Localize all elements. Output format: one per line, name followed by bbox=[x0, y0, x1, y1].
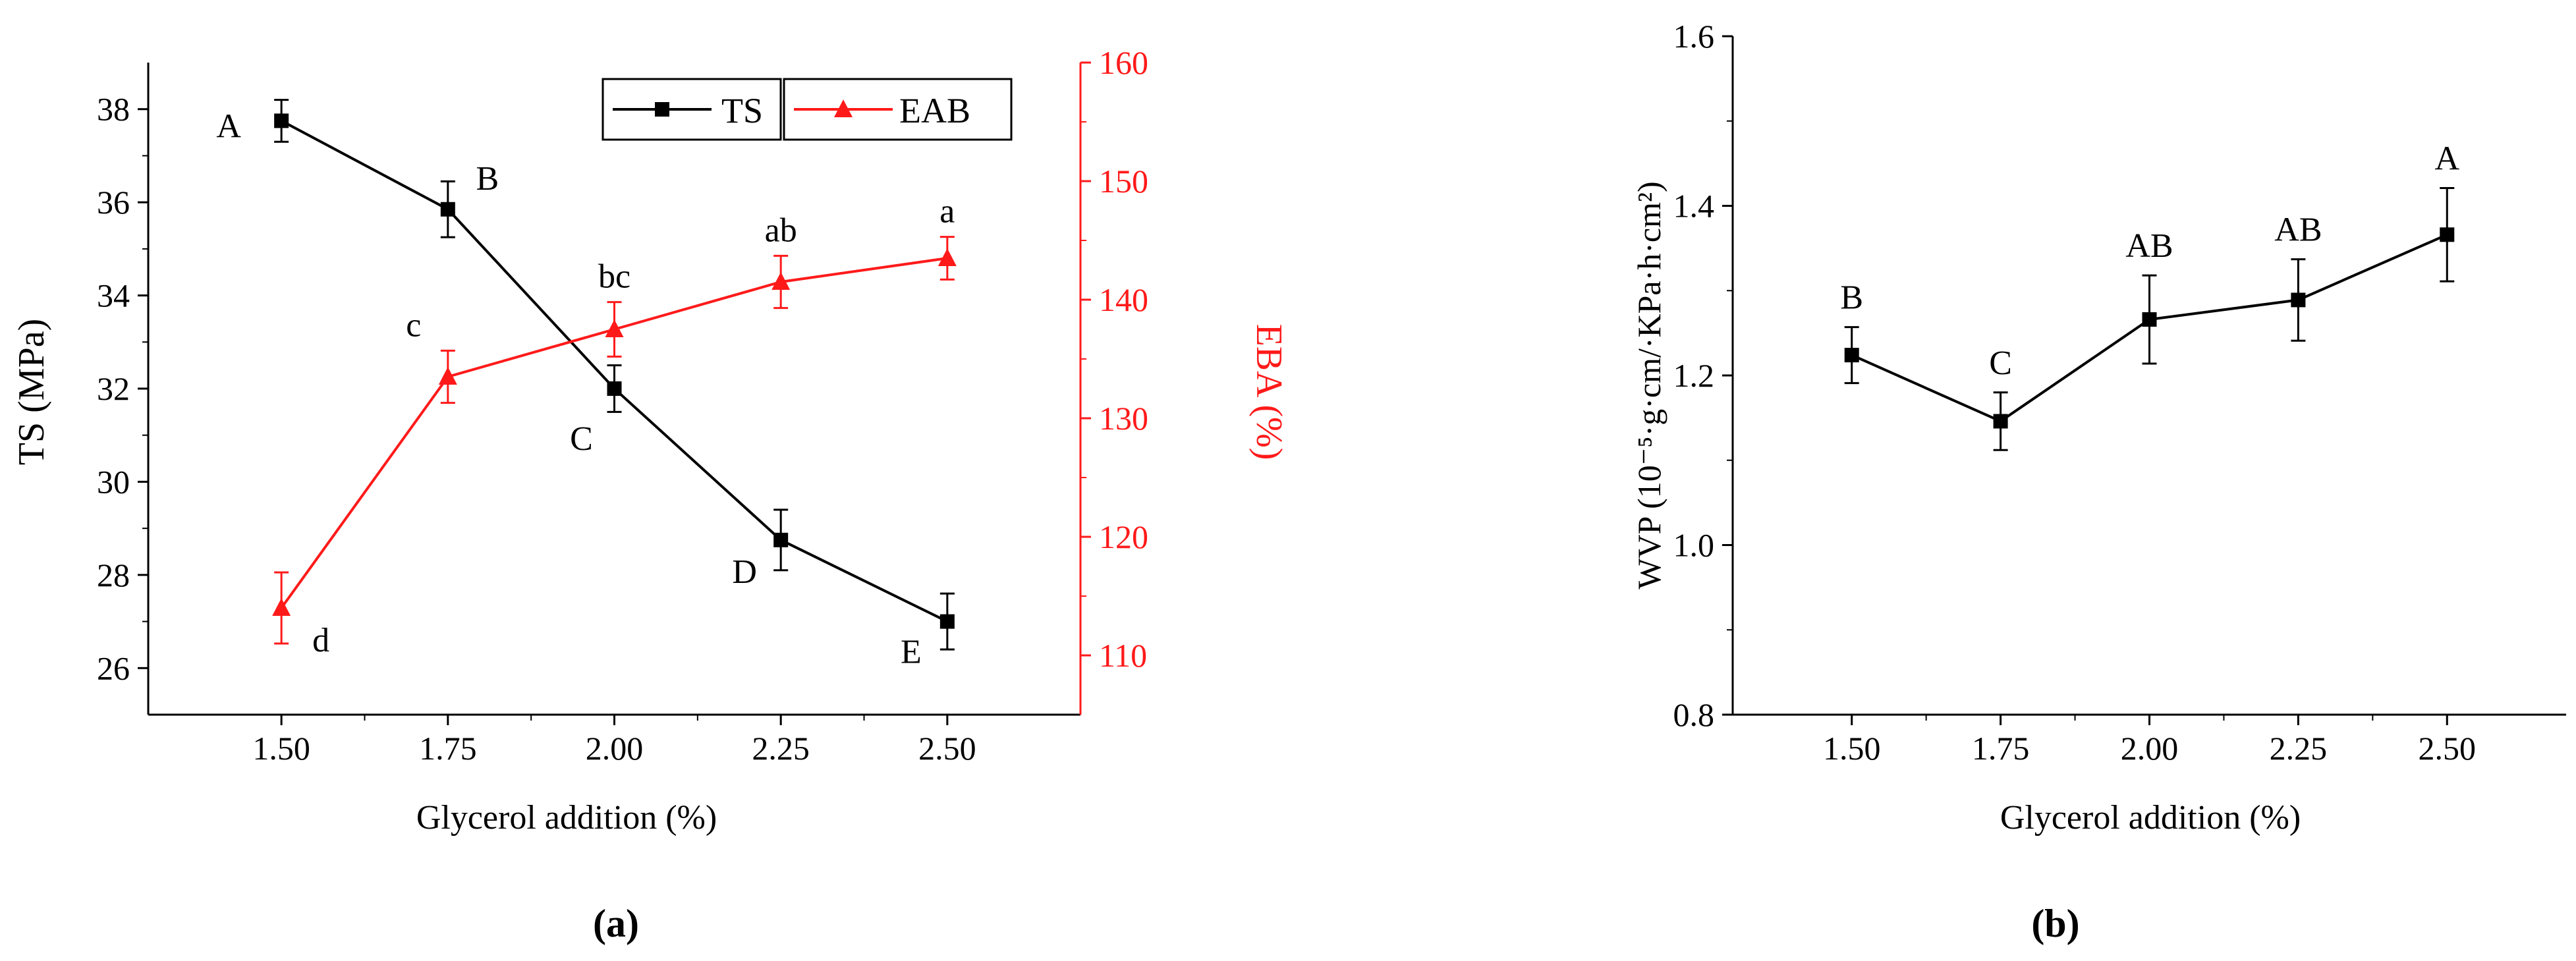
chart-a-y-right-label: EBA (%) bbox=[1248, 324, 1289, 460]
chart-a-y-left-tick-label: 36 bbox=[97, 184, 130, 221]
chart-b-x-tick-label: 1.50 bbox=[1823, 730, 1881, 767]
series-wvp-letter-label: C bbox=[1989, 344, 2012, 382]
legend-box-eab bbox=[783, 78, 1013, 141]
chart-b-x-tick-label: 1.75 bbox=[1972, 730, 2030, 767]
series-wvp-point bbox=[1844, 348, 1859, 363]
chart-a-x-tick-label: 1.50 bbox=[252, 730, 310, 767]
chart-b-x-tick-label: 2.00 bbox=[2121, 730, 2179, 767]
series-wvp-point bbox=[1993, 414, 2008, 429]
chart-a-y-right-tick-label: 150 bbox=[1099, 163, 1148, 200]
series-eab-point bbox=[605, 319, 624, 337]
chart-b-y-tick-label: 0.8 bbox=[1673, 696, 1715, 733]
series-eab-letter-label: a bbox=[939, 193, 955, 231]
chart-b-y-tick-label: 1.2 bbox=[1673, 357, 1715, 394]
series-wvp-point bbox=[2291, 292, 2306, 308]
chart-a: 1.50 1.75 2.00 2.25 2.50 26 28 30 32 34 36 38 110 120… bbox=[11, 44, 1289, 837]
series-ts-letter-label: E bbox=[901, 634, 922, 671]
series-ts-letter-label: B bbox=[476, 160, 499, 198]
chart-a-y-left-tick-label: 26 bbox=[97, 649, 130, 686]
chart-b-x-label: Glycerol addition (%) bbox=[2000, 799, 2301, 837]
series-wvp-letter-label: AB bbox=[2274, 211, 2322, 249]
series-eab-point bbox=[272, 598, 291, 616]
chart-a-y-left-tick-label: 30 bbox=[97, 463, 130, 500]
series-eab-letter-label: d bbox=[312, 622, 329, 659]
chart-a-y-left-label: TS (MPa) bbox=[11, 319, 52, 465]
panel-label-a: (a) bbox=[593, 902, 639, 945]
chart-a-y-left-tick-label: 32 bbox=[97, 370, 130, 407]
chart-a-y-right-tick-label: 120 bbox=[1099, 518, 1148, 555]
chart-a-y-right-tick-label: 110 bbox=[1099, 637, 1147, 674]
series-wvp-point bbox=[2142, 312, 2157, 327]
series-ts-point bbox=[607, 381, 622, 396]
series-eab-letter-label: ab bbox=[765, 211, 797, 249]
panel-label-b: (b) bbox=[2031, 902, 2079, 945]
series-eab-letter-label: bc bbox=[598, 258, 630, 296]
chart-a-y-left-tick-label: 34 bbox=[97, 277, 130, 314]
chart-a-x-label: Glycerol addition (%) bbox=[416, 799, 717, 837]
chart-a-x-tick-label: 2.00 bbox=[586, 730, 644, 767]
chart-b-x-tick-label: 2.50 bbox=[2419, 730, 2477, 767]
chart-b: 1.50 1.75 2.00 2.25 2.50 0.8 1.0 1.2 1.4 1.6 Glyc… bbox=[1631, 18, 2566, 837]
series-eab-point bbox=[438, 367, 457, 385]
series-wvp-point bbox=[2440, 227, 2455, 242]
series-ts-point bbox=[274, 113, 289, 128]
series-wvp-letter-label: B bbox=[1840, 279, 1863, 317]
series-eab-point bbox=[771, 272, 791, 290]
series-ts-point bbox=[440, 202, 455, 217]
series-ts-point bbox=[773, 532, 789, 547]
series-ts-point bbox=[939, 614, 955, 629]
legend-box-ts bbox=[602, 78, 782, 141]
series-wvp-letter-label: AB bbox=[2125, 227, 2173, 265]
chart-a-y-left-tick-label: 28 bbox=[97, 557, 130, 593]
chart-a-y-left-tick-label: 38 bbox=[97, 91, 130, 128]
chart-a-x-tick-label: 1.75 bbox=[419, 730, 477, 767]
chart-b-y-tick-label: 1.6 bbox=[1673, 18, 1715, 55]
chart-a-legend: TS EAB bbox=[602, 78, 1013, 141]
chart-a-y-right-tick-label: 140 bbox=[1099, 281, 1148, 318]
series-eab-point bbox=[938, 248, 957, 266]
chart-b-y-label: WVP (10⁻⁵·g·cm/·KPa·h·cm²) bbox=[1631, 181, 1667, 589]
chart-b-y-tick-label: 1.4 bbox=[1673, 188, 1715, 225]
series-ts-letter-label: C bbox=[570, 420, 593, 458]
chart-a-x-tick-label: 2.50 bbox=[918, 730, 976, 767]
legend-marker-ts bbox=[655, 102, 669, 117]
chart-b-x-tick-label: 2.25 bbox=[2270, 730, 2328, 767]
legend-marker-eab bbox=[834, 99, 853, 117]
chart-a-y-right-tick-label: 160 bbox=[1099, 44, 1148, 81]
chart-b-y-tick-label: 1.0 bbox=[1673, 527, 1715, 564]
series-eab-letter-label: c bbox=[406, 306, 421, 344]
series-ts-letter-label: A bbox=[216, 107, 241, 145]
series-ts-letter-label: D bbox=[732, 553, 757, 591]
series-wvp-letter-label: A bbox=[2435, 140, 2460, 177]
legend-label-eab: EAB bbox=[899, 91, 970, 130]
legend-label-ts: TS bbox=[721, 91, 763, 130]
chart-a-x-tick-label: 2.25 bbox=[752, 730, 810, 767]
chart-a-y-right-tick-label: 130 bbox=[1099, 400, 1148, 437]
